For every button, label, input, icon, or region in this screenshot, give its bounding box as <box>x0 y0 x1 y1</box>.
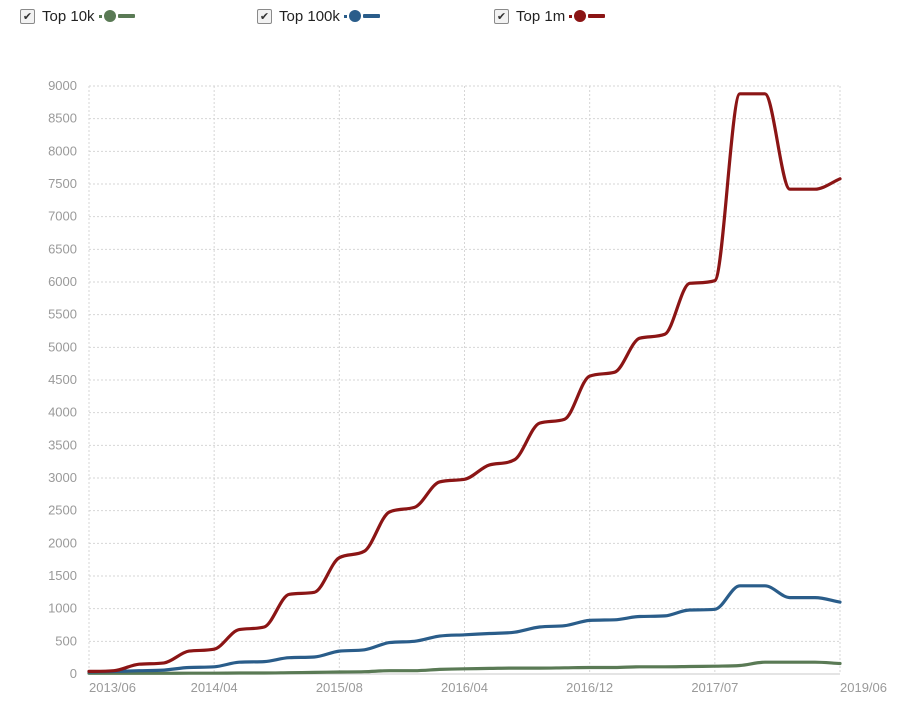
legend-swatch-top-1m <box>569 10 606 22</box>
y-tick-label: 5500 <box>48 307 77 322</box>
x-tick-label: 2014/04 <box>191 680 238 695</box>
legend-item-top-1m[interactable]: ✔ Top 1m <box>494 6 606 26</box>
chart-series <box>87 92 842 675</box>
chart-legend: ✔ Top 10k ✔ Top 100k ✔ Top 1m <box>0 0 903 34</box>
legend-item-top-10k[interactable]: ✔ Top 10k <box>20 6 135 26</box>
series-line-top-10k <box>87 660 842 675</box>
y-tick-label: 8500 <box>48 111 77 126</box>
y-tick-label: 3000 <box>48 470 77 485</box>
legend-swatch-top-10k <box>98 10 135 22</box>
y-tick-label: 0 <box>70 666 77 681</box>
y-tick-label: 7000 <box>48 209 77 224</box>
y-tick-label: 4000 <box>48 405 77 420</box>
x-axis-ticks: 2013/06 2014/04 2015/08 2016/04 2016/12 2017/… <box>89 680 887 695</box>
x-tick-label: 2019/06 <box>840 680 887 695</box>
checkbox-top-10k[interactable]: ✔ <box>20 8 35 24</box>
y-tick-label: 8000 <box>48 143 77 158</box>
legend-label-top-1m: Top 1m <box>516 7 566 25</box>
y-tick-label: 1000 <box>48 601 77 616</box>
legend-label-top-100k: Top 100k <box>279 7 340 25</box>
y-tick-label: 6000 <box>48 274 77 289</box>
y-tick-label: 6500 <box>48 241 77 256</box>
y-axis-ticks: 0 500 1000 1500 2000 2500 3000 3500 4000 4500 5000… <box>48 78 77 681</box>
y-tick-label: 4500 <box>48 372 77 387</box>
x-tick-label: 2017/07 <box>691 680 738 695</box>
checkbox-top-100k[interactable]: ✔ <box>257 8 272 24</box>
y-tick-label: 5000 <box>48 339 77 354</box>
x-tick-label: 2016/12 <box>566 680 613 695</box>
legend-label-top-10k: Top 10k <box>42 7 95 25</box>
x-tick-label: 2013/06 <box>89 680 136 695</box>
legend-swatch-top-100k <box>343 10 380 22</box>
legend-item-top-100k[interactable]: ✔ Top 100k <box>257 6 380 26</box>
y-tick-label: 3500 <box>48 437 77 452</box>
y-tick-label: 2500 <box>48 503 77 518</box>
series-line-top-1m <box>87 92 842 673</box>
x-tick-label: 2016/04 <box>441 680 488 695</box>
checkbox-top-1m[interactable]: ✔ <box>494 8 509 24</box>
series-line-top-100k <box>87 584 842 674</box>
x-tick-label: 2015/08 <box>316 680 363 695</box>
y-tick-label: 500 <box>55 633 77 648</box>
y-tick-label: 7500 <box>48 176 77 191</box>
y-tick-label: 2000 <box>48 535 77 550</box>
y-tick-label: 9000 <box>48 78 77 93</box>
y-tick-label: 1500 <box>48 568 77 583</box>
